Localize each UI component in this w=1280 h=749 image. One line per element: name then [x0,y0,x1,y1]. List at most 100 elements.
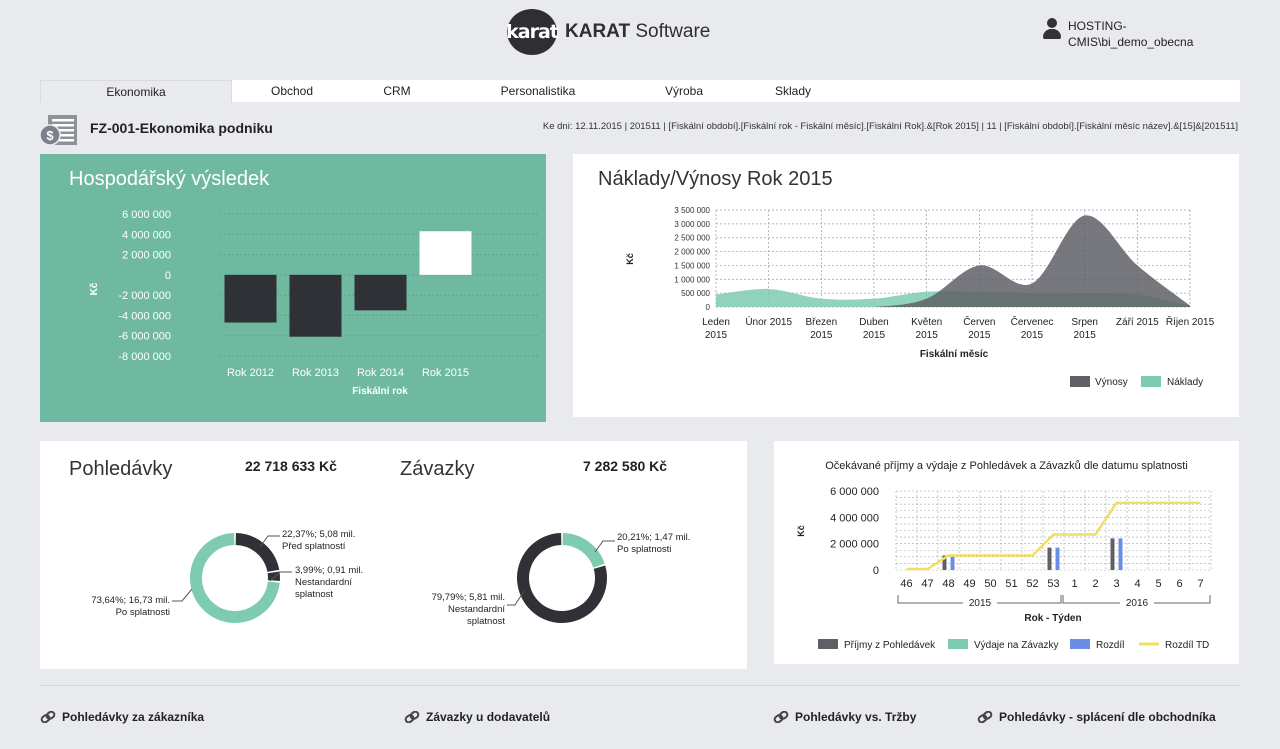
receivables-amount: 22 718 633 Kč [245,458,337,474]
donut-slice [562,533,605,568]
cash-year-label: 2016 [1126,598,1149,609]
rec-label-nestandardni: 3,99%; 0,91 mil. Nestandardní splatnost [295,565,364,600]
receivables-title: Pohledávky [69,458,173,480]
nv-tick-label: 3 000 000 [674,220,710,229]
pay-label-po: 20,21%; 1,47 mil. Po splatnosti [617,532,691,555]
cash-year-label: 2015 [969,598,992,609]
hv-tick-label: -2 000 000 [118,290,171,302]
karat-logo-badge: karat [506,9,559,55]
donut-leader-line [259,535,280,548]
header: karat KARAT Software HOSTING-CMIS\bi_dem… [0,0,1280,70]
nv-x-tick-label: Duben [859,317,888,328]
donut-slice [235,533,280,573]
nv-chart: 3 500 000 3 000 000 2 500 000 2 000 000 1 50… [625,206,1215,388]
tab-obchod[interactable]: Obchod [270,84,314,98]
nv-x-tick-label: 2015 [968,330,991,341]
tab-vyroba[interactable]: Výroba [664,84,704,98]
cash-x-tick-label: 4 [1134,578,1140,590]
nv-x-tick-label: 2015 [1021,330,1044,341]
nv-x-tick-label: 2015 [705,330,728,341]
nv-tick-label: 3 500 000 [674,206,710,215]
link-pohledavky-za-zakaznika[interactable]: Pohledávky za zákazníka [40,710,204,724]
cash-bar-prijmy [1110,538,1115,570]
rec-label-po: 73,64%; 16,73 mil. Po splatnosti [91,595,170,618]
nv-x-tick-label: 2015 [916,330,939,341]
hv-chart: 6 000 000 4 000 000 2 000 000 0 -2 000 000 -4… [89,209,540,397]
hv-bar [224,274,277,323]
cash-bar-rozdil [1118,538,1123,570]
link-icon [977,711,993,723]
payables-amount: 7 282 580 Kč [583,458,668,474]
receivables-payables-card: Pohledávky 22 718 633 Kč Závazky 7 282 5… [40,441,747,669]
cash-y-axis-label: Kč [796,525,806,537]
nv-legend-swatch-naklady [1141,376,1161,387]
cash-legend-label: Výdaje na Závazky [974,640,1059,651]
logo-suffix: Software [630,21,711,42]
tab-ekonomika[interactable]: Ekonomika [40,80,232,102]
nv-x-tick-label: 2015 [810,330,833,341]
donut-slice [517,533,607,623]
nv-x-tick-label: Říjen 2015 [1166,315,1215,328]
cash-x-tick-label: 7 [1197,578,1203,590]
nv-legend-label: Náklady [1167,377,1203,388]
context-info: Ke dni: 12.11.2015 | 201511 | [Fiskální … [542,121,1238,132]
hv-y-axis-label: Kč [89,282,100,295]
cash-title: Očekávané příjmy a výdaje z Pohledávek a… [825,460,1188,472]
cash-x-tick-label: 2 [1092,578,1098,590]
hv-x-axis-label: Fiskální rok [352,386,408,397]
svg-text:$: $ [46,128,54,143]
hv-tick-label: 6 000 000 [122,209,171,221]
cash-x-tick-label: 50 [984,578,996,590]
nv-x-tick-label: Červenec [1011,315,1054,328]
cash-card: Očekávané příjmy a výdaje z Pohledávek a… [774,441,1239,664]
link-icon [773,711,789,723]
cash-legend-swatch [1070,639,1090,649]
cash-bar-rozdil [1055,547,1060,570]
cash-year-bg [1120,597,1154,609]
cash-tick-label: 6 000 000 [830,486,879,498]
nv-x-tick-label: 2015 [1074,330,1097,341]
hv-tick-label: 0 [165,270,171,282]
cash-bar-prijmy [1047,547,1052,570]
logo-brand: KARAT [565,21,631,42]
hv-tick-label: -8 000 000 [118,351,171,363]
nv-x-tick-label: Květen [911,317,942,328]
cash-legend-label: Rozdíl [1096,640,1124,651]
pay-label-nestandardni: 79,79%; 5,81 mil. Nestandardní splatnost [431,592,505,627]
cash-tick-label: 4 000 000 [830,512,879,524]
tab-personalistika[interactable]: Personalistika [500,84,576,98]
link-icon [40,711,56,723]
nv-card: Náklady/Výnosy Rok 2015 3 500 000 3 000 0… [573,154,1239,417]
cash-legend-swatch [818,639,838,649]
cash-bar-prijmy [942,555,947,570]
link-zavazky-u-dodavatelu[interactable]: Závazky u dodavatelů [404,710,550,724]
cash-x-tick-label: 48 [942,578,954,590]
karat-logo: karat KARAT Software [506,9,711,55]
donut-leader-line [594,540,615,553]
cash-legend-label: Příjmy z Pohledávek [844,640,936,651]
link-pohledavky-vs-trzby[interactable]: Pohledávky vs. Tržby [773,710,916,724]
link-pohledavky-splaceni[interactable]: Pohledávky - splácení dle obchodníka [977,710,1216,724]
report-links: Pohledávky za zákazníka Závazky u dodava… [40,685,1240,745]
hv-tick-label: -4 000 000 [118,310,171,322]
cash-tick-label: 2 000 000 [830,539,879,551]
user-name: HOSTING-CMIS\bi_demo_obecna [1068,19,1194,49]
cash-year-bg [963,597,997,609]
user-info[interactable]: HOSTING-CMIS\bi_demo_obecna [1042,18,1198,50]
donut-slice [190,533,280,623]
page-titlebar: $ FZ-001-Ekonomika podniku Ke dni: 12.11… [40,112,1240,146]
hv-card: Hospodářský výsledek 6 000 000 4 000 000 2… [40,154,546,422]
tab-crm[interactable]: CRM [383,84,411,98]
link-icon [404,711,420,723]
nv-tick-label: 500 000 [681,289,710,298]
donut-charts [172,533,615,623]
cash-x-tick-label: 51 [1005,578,1017,590]
cash-x-axis-label: Rok - Týden [1024,613,1081,624]
donut-leader-line [507,590,525,606]
money-report-icon: $ [40,115,77,146]
cash-bar-rozdil [950,556,955,570]
cash-x-tick-label: 47 [921,578,933,590]
hv-bar [419,231,472,275]
tab-sklady[interactable]: Sklady [774,84,812,98]
cash-legend-swatch [948,639,968,649]
